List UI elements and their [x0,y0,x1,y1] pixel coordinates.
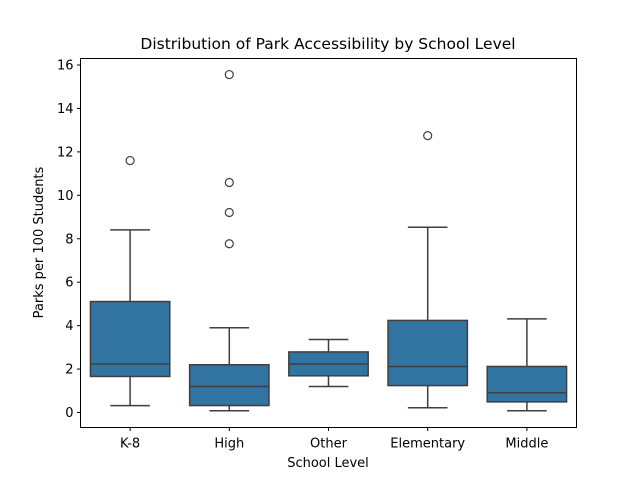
y-tick-label: 8 [65,232,73,247]
plot-area-frame [80,58,577,428]
x-axis-label: School Level [287,456,369,471]
outlier-point [125,155,135,166]
box-middle [486,365,568,403]
box-high [188,363,270,407]
outlier-point [224,69,234,80]
chart-title: Distribution of Park Accessibility by Sc… [140,35,515,53]
y-axis-label: Parks per 100 Students [32,166,47,318]
y-tick-label: 2 [65,363,73,378]
y-tick-label: 16 [57,59,74,74]
x-tick-label: Middle [505,437,548,452]
y-tick-label: 10 [57,189,74,204]
outlier-point [224,239,234,249]
outlier-point [224,207,234,218]
box-elementary [387,319,469,387]
outlier-point [224,177,234,188]
x-tick-label: Elementary [390,437,465,452]
y-tick-label: 6 [65,276,73,291]
y-tick-label: 14 [57,102,74,117]
x-tick-label: Other [310,437,348,452]
outlier-point [423,131,433,141]
box-k-8 [89,300,171,378]
y-tick-label: 12 [57,145,74,160]
x-tick-label: K-8 [120,437,140,452]
y-tick-label: 0 [65,406,73,421]
x-tick-label: High [214,437,244,452]
y-tick-label: 4 [65,319,73,334]
